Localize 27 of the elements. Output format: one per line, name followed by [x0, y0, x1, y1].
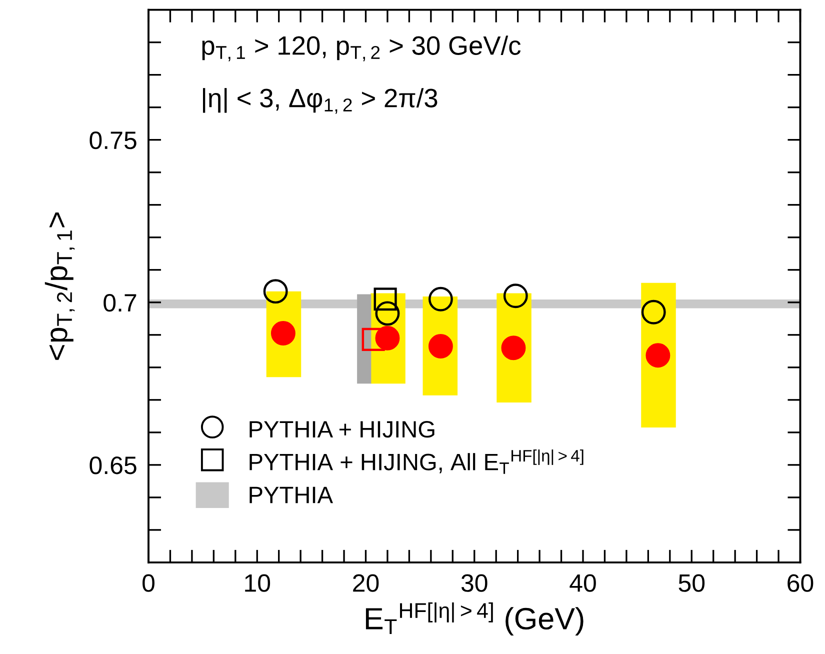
bar	[357, 294, 372, 384]
point	[375, 301, 400, 326]
point	[646, 343, 670, 368]
x-tick-label: 50	[678, 574, 705, 592]
annotation: p$_{T,1}$ > 120, p$_{T,2}$ > 30 GeV/c	[202, 36, 521, 62]
legend-label: PYTHIA + HIJING, All E$_{T}$$^{HF[|η|>4]}$	[250, 449, 584, 474]
y-tick-label: 0.65	[90, 456, 136, 474]
legend-label: PYTHIA	[250, 486, 333, 504]
x-tick-label: 10	[245, 574, 270, 592]
y-tick-label: 0.7	[104, 294, 136, 312]
point	[374, 288, 397, 311]
point	[501, 336, 526, 360]
x-tick-label: 60	[788, 574, 814, 592]
point	[428, 286, 453, 312]
x-axis-title: E$_{T}$$^{HF[|η|>4]}$ (GeV)	[366, 602, 584, 636]
legend-label: PYTHIA + HIJING	[250, 420, 434, 438]
point	[503, 284, 528, 308]
x-tick-label: 40	[570, 574, 596, 592]
x-tick-label: 30	[461, 574, 488, 592]
x-tick-label: 20	[353, 574, 379, 592]
annotation: |η| < 3, Δφ$_{1,2}$ > 2π/3	[203, 88, 438, 114]
y-axis-title: <p$_{T,2}$/p$_{T,1}$>	[44, 212, 75, 360]
y-tick-label: 0.75	[90, 131, 136, 150]
point	[362, 328, 385, 351]
point	[263, 279, 288, 304]
x-tick-label: 0	[142, 574, 154, 592]
point	[641, 300, 666, 324]
